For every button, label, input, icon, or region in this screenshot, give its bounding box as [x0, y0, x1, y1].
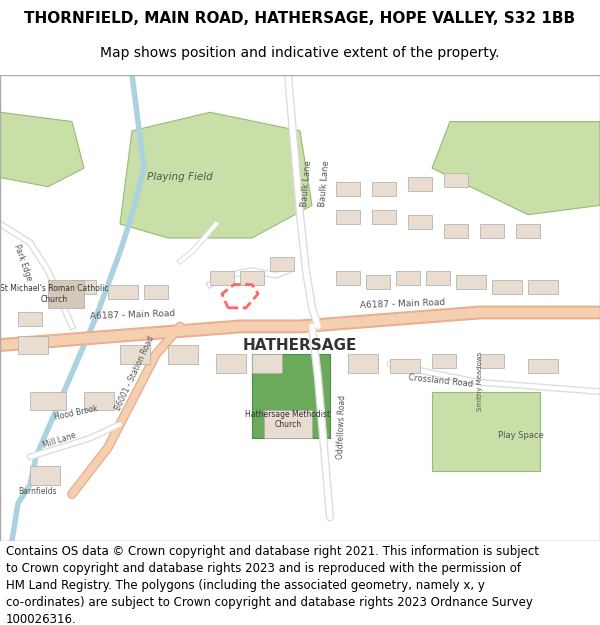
Text: Mill Lane: Mill Lane — [42, 431, 77, 449]
Text: A6187 - Main Road: A6187 - Main Road — [360, 298, 446, 310]
Bar — [408, 177, 432, 191]
Bar — [528, 359, 558, 373]
Bar — [30, 466, 60, 485]
Text: Map shows position and indicative extent of the property.: Map shows position and indicative extent… — [100, 46, 500, 59]
Bar — [492, 280, 522, 294]
Text: Contains OS data © Crown copyright and database right 2021. This information is : Contains OS data © Crown copyright and d… — [6, 545, 539, 625]
Text: Hood Brook: Hood Brook — [54, 404, 99, 421]
Text: Crossland Road: Crossland Road — [408, 373, 474, 389]
Bar — [18, 312, 42, 326]
Bar — [390, 359, 420, 373]
Bar — [348, 354, 378, 373]
Bar — [240, 271, 264, 284]
Bar — [444, 173, 468, 187]
Bar — [336, 210, 360, 224]
Bar — [252, 354, 282, 373]
Polygon shape — [120, 112, 312, 238]
Text: Barnfields: Barnfields — [18, 487, 56, 496]
Bar — [120, 345, 150, 364]
Bar — [264, 410, 312, 438]
Bar — [480, 224, 504, 238]
Text: Oddfellows Road: Oddfellows Road — [336, 394, 347, 459]
Bar — [372, 210, 396, 224]
Bar — [432, 354, 456, 368]
Bar — [84, 392, 114, 410]
Polygon shape — [252, 354, 330, 438]
Polygon shape — [432, 121, 600, 214]
Text: Baulk Lane: Baulk Lane — [300, 160, 313, 208]
Bar — [396, 271, 420, 284]
Polygon shape — [432, 392, 540, 471]
Bar — [366, 275, 390, 289]
Bar — [480, 354, 504, 368]
Text: Hathersage Methodist
Church: Hathersage Methodist Church — [245, 410, 331, 429]
Text: THORNFIELD, MAIN ROAD, HATHERSAGE, HOPE VALLEY, S32 1BB: THORNFIELD, MAIN ROAD, HATHERSAGE, HOPE … — [25, 11, 575, 26]
Bar — [456, 275, 486, 289]
Text: A6187 - Main Road: A6187 - Main Road — [90, 309, 176, 321]
Bar — [144, 284, 168, 299]
Text: HATHERSAGE: HATHERSAGE — [243, 338, 357, 352]
Bar — [108, 284, 138, 299]
Bar — [30, 392, 66, 410]
Bar — [516, 224, 540, 238]
Bar — [210, 271, 234, 284]
Text: Smithy Meadows: Smithy Meadows — [477, 352, 483, 411]
Bar — [372, 182, 396, 196]
Text: Playing Field: Playing Field — [147, 173, 213, 182]
Bar — [216, 354, 246, 373]
Text: B6001 - Station Road: B6001 - Station Road — [114, 335, 157, 412]
Polygon shape — [0, 112, 84, 187]
Text: Baulk Lane: Baulk Lane — [318, 160, 331, 208]
Text: Play Space: Play Space — [498, 431, 544, 440]
Text: St Michael's Roman Catholic
Church: St Michael's Roman Catholic Church — [0, 284, 108, 304]
Polygon shape — [48, 280, 84, 308]
Bar — [72, 280, 96, 294]
Text: Park Edge: Park Edge — [12, 243, 34, 282]
Bar — [336, 182, 360, 196]
Bar — [168, 345, 198, 364]
Bar — [336, 271, 360, 284]
Bar — [444, 224, 468, 238]
Bar — [528, 280, 558, 294]
Bar — [426, 271, 450, 284]
Bar — [18, 336, 48, 354]
Bar — [408, 214, 432, 229]
Bar — [270, 257, 294, 271]
